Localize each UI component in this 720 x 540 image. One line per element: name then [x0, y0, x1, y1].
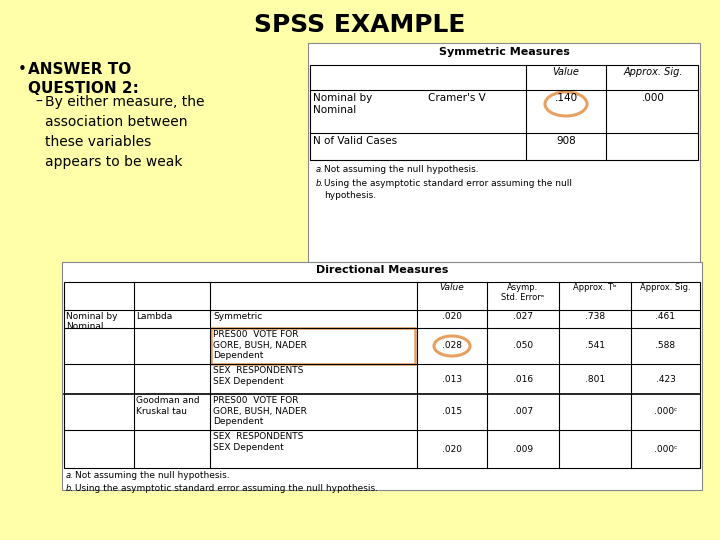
Text: ANSWER TO
QUESTION 2:: ANSWER TO QUESTION 2:: [28, 62, 139, 96]
Text: .000ᶜ: .000ᶜ: [654, 444, 678, 454]
Text: SPSS EXAMPLE: SPSS EXAMPLE: [254, 13, 466, 37]
Text: Asymp.
Std. Errorᵃ: Asymp. Std. Errorᵃ: [501, 283, 544, 302]
Text: .461: .461: [655, 312, 675, 321]
Text: .007: .007: [513, 408, 533, 416]
Text: .000ᶜ: .000ᶜ: [654, 408, 678, 416]
Text: Goodman and
Kruskal tau: Goodman and Kruskal tau: [136, 396, 199, 416]
Text: .588: .588: [655, 341, 675, 350]
Bar: [310, 65, 698, 160]
Text: Symmetric Measures: Symmetric Measures: [438, 47, 570, 57]
Text: .015: .015: [442, 408, 462, 416]
Text: b.: b.: [316, 179, 324, 188]
Text: –: –: [35, 95, 42, 109]
Text: Approx. Tᵇ: Approx. Tᵇ: [573, 283, 617, 292]
Text: Nominal by
Nominal: Nominal by Nominal: [66, 312, 117, 332]
Text: Not assuming the null hypothesis.: Not assuming the null hypothesis.: [75, 471, 230, 480]
Text: .541: .541: [585, 341, 605, 350]
Text: By either measure, the
association between
these variables
appears to be weak: By either measure, the association betwe…: [45, 95, 204, 169]
Text: b.: b.: [66, 484, 74, 493]
Text: 908: 908: [556, 136, 576, 146]
Text: .020: .020: [442, 312, 462, 321]
Text: Approx. Sig.: Approx. Sig.: [624, 67, 683, 77]
Bar: [308, 43, 700, 268]
Text: a.: a.: [66, 471, 73, 480]
Text: N of Valid Cases: N of Valid Cases: [313, 136, 397, 146]
Text: .140: .140: [554, 93, 577, 103]
Text: SEX  RESPONDENTS
SEX Dependent: SEX RESPONDENTS SEX Dependent: [213, 366, 303, 386]
Text: .050: .050: [513, 341, 533, 350]
Text: PRES00  VOTE FOR
GORE, BUSH, NADER
Dependent: PRES00 VOTE FOR GORE, BUSH, NADER Depend…: [213, 396, 307, 427]
Bar: [64, 282, 700, 468]
Text: SEX  RESPONDENTS
SEX Dependent: SEX RESPONDENTS SEX Dependent: [213, 432, 303, 452]
Text: Value: Value: [440, 283, 464, 292]
Text: Not assuming the null hypothesis.: Not assuming the null hypothesis.: [324, 165, 479, 174]
Text: Symmetric: Symmetric: [213, 312, 262, 321]
Text: Nominal by
Nominal: Nominal by Nominal: [313, 93, 372, 116]
Text: Approx. Sig.: Approx. Sig.: [640, 283, 690, 292]
Text: .801: .801: [585, 375, 605, 383]
Text: .016: .016: [513, 375, 533, 383]
Text: Directional Measures: Directional Measures: [316, 265, 448, 275]
Text: .009: .009: [513, 444, 533, 454]
Text: PRES00  VOTE FOR
GORE, BUSH, NADER
Dependent: PRES00 VOTE FOR GORE, BUSH, NADER Depend…: [213, 330, 307, 361]
Text: .028: .028: [442, 341, 462, 350]
Text: Using the asymptotic standard error assuming the null hypothesis.: Using the asymptotic standard error assu…: [75, 484, 378, 493]
Text: .013: .013: [442, 375, 462, 383]
Text: .738: .738: [585, 312, 605, 321]
Text: .027: .027: [513, 312, 533, 321]
Text: .423: .423: [656, 375, 675, 383]
Text: .000: .000: [642, 93, 665, 103]
Text: Lambda: Lambda: [136, 312, 172, 321]
Text: .020: .020: [442, 444, 462, 454]
Text: Value: Value: [552, 67, 580, 77]
Text: Cramer's V: Cramer's V: [428, 93, 486, 103]
Text: •: •: [18, 62, 27, 77]
Text: Using the asymptotic standard error assuming the null
hypothesis.: Using the asymptotic standard error assu…: [324, 179, 572, 200]
Bar: [62, 262, 702, 490]
Text: a.: a.: [316, 165, 324, 174]
Bar: [211, 328, 415, 364]
